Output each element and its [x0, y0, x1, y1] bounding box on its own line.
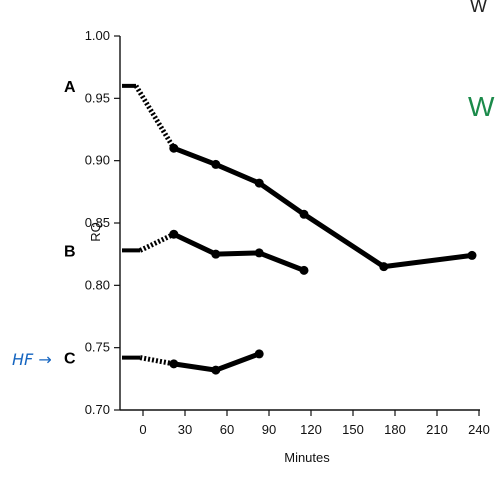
- x-tick-label: 180: [384, 422, 406, 437]
- data-point: [299, 265, 309, 275]
- series-layer: [122, 83, 477, 375]
- x-tick-label: 60: [220, 422, 234, 437]
- transition-segment: [139, 355, 175, 367]
- corner-green-text: W: [468, 91, 495, 122]
- x-tick-label: 90: [262, 422, 276, 437]
- data-point: [299, 209, 309, 219]
- data-point: [169, 143, 179, 153]
- series-b: [122, 229, 309, 275]
- y-tick-label: 0.95: [85, 90, 110, 105]
- x-tick-label: 210: [426, 422, 448, 437]
- x-tick-label: 240: [468, 422, 490, 437]
- corner-top-right-text: W: [470, 0, 487, 16]
- data-point: [254, 178, 264, 188]
- series-line: [171, 231, 307, 273]
- y-tick-label: 0.75: [85, 340, 110, 355]
- series-label-b: B: [64, 243, 76, 260]
- series-c: [122, 349, 264, 375]
- data-point: [169, 359, 179, 369]
- y-axis-label: RQ: [88, 222, 103, 242]
- x-tick-label: 120: [300, 422, 322, 437]
- transition-segment: [139, 231, 175, 253]
- data-point: [211, 159, 221, 169]
- y-tick-label: 0.80: [85, 277, 110, 292]
- data-point: [254, 349, 264, 359]
- y-tick-label: 0.90: [85, 153, 110, 168]
- data-point: [211, 365, 221, 375]
- x-tick-label: 0: [139, 422, 146, 437]
- series-label-a: A: [64, 79, 76, 96]
- handwritten-note: HF →: [12, 350, 52, 369]
- series-label-c: C: [64, 351, 76, 368]
- y-tick-label: 0.85: [85, 215, 110, 230]
- data-point: [467, 250, 477, 260]
- series-a: [122, 83, 477, 272]
- y-tick-label: 0.70: [85, 402, 110, 417]
- y-tick-label: 1.00: [85, 28, 110, 43]
- axes: 0.70 0.75 0.80 0.85 0.90 0.95 1.00 0 30 60 90 120 15…: [85, 28, 490, 465]
- series-line: [171, 145, 475, 270]
- x-tick-label: 30: [178, 422, 192, 437]
- data-point: [379, 262, 389, 272]
- transition-segment: [133, 84, 176, 150]
- x-axis-label: Minutes: [284, 450, 330, 465]
- data-point: [254, 248, 264, 258]
- data-point: [211, 249, 221, 259]
- data-point: [169, 229, 179, 239]
- x-tick-label: 150: [342, 422, 364, 437]
- labels-layer: A B C: [64, 79, 76, 368]
